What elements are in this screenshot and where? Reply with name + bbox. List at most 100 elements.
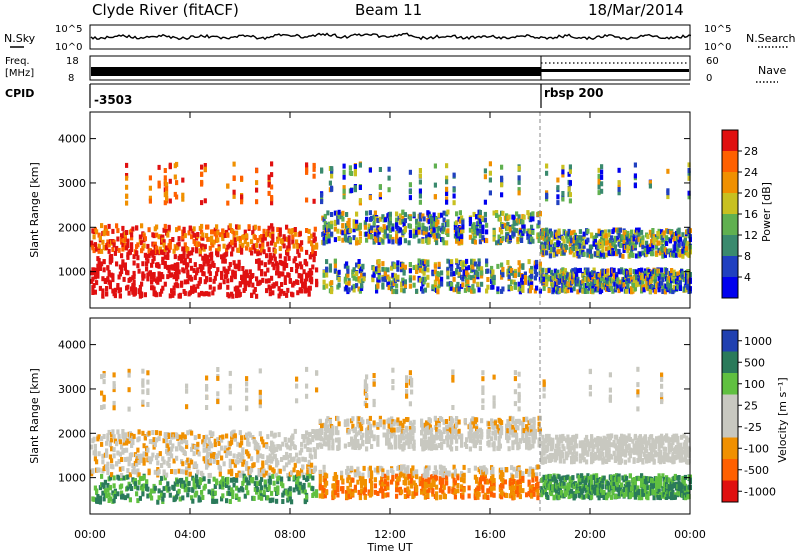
echo-cell (358, 224, 362, 230)
echo-cell (305, 167, 309, 173)
echo-cell (391, 272, 395, 278)
echo-cell (112, 381, 116, 387)
echo-cell (180, 469, 184, 475)
echo-cell (270, 275, 274, 281)
echo-cell (138, 476, 142, 482)
echo-cell (452, 172, 456, 178)
nsearch-axis-bottom: 10^0 (704, 42, 731, 53)
echo-cell (216, 375, 220, 381)
echo-cell (547, 236, 551, 242)
echo-cell (306, 440, 310, 446)
echo-cell (331, 438, 335, 444)
echo-cell (342, 163, 346, 169)
echo-cell (653, 276, 657, 281)
echo-cell (328, 263, 332, 269)
echo-cell (333, 472, 337, 477)
echo-cell (361, 432, 365, 438)
echo-cell (307, 459, 311, 465)
echo-cell (485, 229, 489, 235)
echo-cell (370, 444, 374, 449)
echo-cell (578, 235, 582, 241)
echo-cell (263, 482, 267, 488)
echo-cell (208, 263, 212, 269)
echo-cell (190, 265, 194, 271)
echo-cell (105, 440, 109, 446)
echo-cell (173, 262, 177, 268)
echo-cell (201, 235, 205, 241)
echo-cell (226, 278, 230, 284)
echo-cell (206, 254, 210, 260)
echo-cell (253, 287, 257, 292)
echo-cell (240, 440, 244, 446)
echo-cell (127, 406, 131, 412)
echo-cell (363, 479, 367, 484)
echo-cell (375, 269, 379, 275)
echo-cell (232, 161, 236, 167)
echo-cell (365, 210, 369, 216)
echo-cell (230, 439, 234, 445)
echo-cell (492, 274, 496, 280)
echo-cell (395, 234, 399, 240)
echo-cell (426, 282, 430, 288)
echo-cell (360, 483, 364, 489)
echo-cell (442, 240, 446, 246)
echo-cell (626, 244, 630, 250)
echo-cell (135, 491, 139, 497)
echo-cell (500, 164, 504, 170)
echo-cell (305, 249, 309, 255)
echo-cell (345, 261, 349, 267)
echo-cell (172, 486, 176, 491)
echo-cell (323, 493, 327, 499)
echo-cell (165, 472, 169, 478)
echo-cell (310, 454, 314, 460)
echo-cell (386, 433, 390, 439)
echo-cell (568, 192, 572, 198)
echo-cell (586, 252, 590, 258)
echo-cell (126, 238, 130, 244)
echo-cell (533, 288, 537, 294)
echo-cell (121, 262, 125, 268)
echo-cell (307, 482, 311, 488)
echo-cell (376, 424, 380, 430)
echo-cell (512, 215, 516, 221)
echo-cell (357, 264, 361, 269)
echo-cell (672, 269, 676, 275)
echo-cell (245, 245, 249, 251)
echo-cell (501, 210, 505, 216)
echo-cell (552, 248, 556, 254)
echo-cell (287, 437, 291, 443)
echo-cell (270, 430, 274, 436)
echo-cell (121, 429, 125, 434)
echo-cell (687, 190, 691, 196)
echo-cell (575, 272, 579, 278)
echo-cell (105, 286, 109, 291)
echo-cell (312, 173, 316, 179)
echo-cell (236, 236, 240, 242)
echo-cell (318, 418, 322, 424)
echo-cell (408, 189, 412, 195)
echo-cell (237, 248, 241, 253)
echo-cell (461, 282, 465, 288)
echo-cell (640, 267, 644, 273)
echo-cell (271, 233, 275, 239)
echo-cell (601, 248, 605, 254)
echo-cell (341, 230, 345, 236)
echo-cell (297, 489, 301, 495)
echo-cell (402, 445, 406, 451)
echo-cell (676, 248, 680, 254)
echo-cell (501, 224, 505, 229)
echo-cell (163, 263, 167, 269)
y-tick-label: 2000 (58, 221, 86, 234)
echo-cell (562, 238, 566, 244)
echo-cell (232, 189, 236, 195)
echo-cell (125, 162, 129, 168)
echo-cell (195, 248, 199, 254)
echo-cell (435, 216, 439, 222)
echo-cell (168, 239, 172, 245)
echo-cell (396, 260, 400, 266)
echo-cell (218, 471, 222, 477)
echo-cell (393, 273, 397, 279)
echo-cell (92, 436, 96, 442)
echo-cell (161, 274, 165, 280)
echo-cell (98, 499, 102, 505)
